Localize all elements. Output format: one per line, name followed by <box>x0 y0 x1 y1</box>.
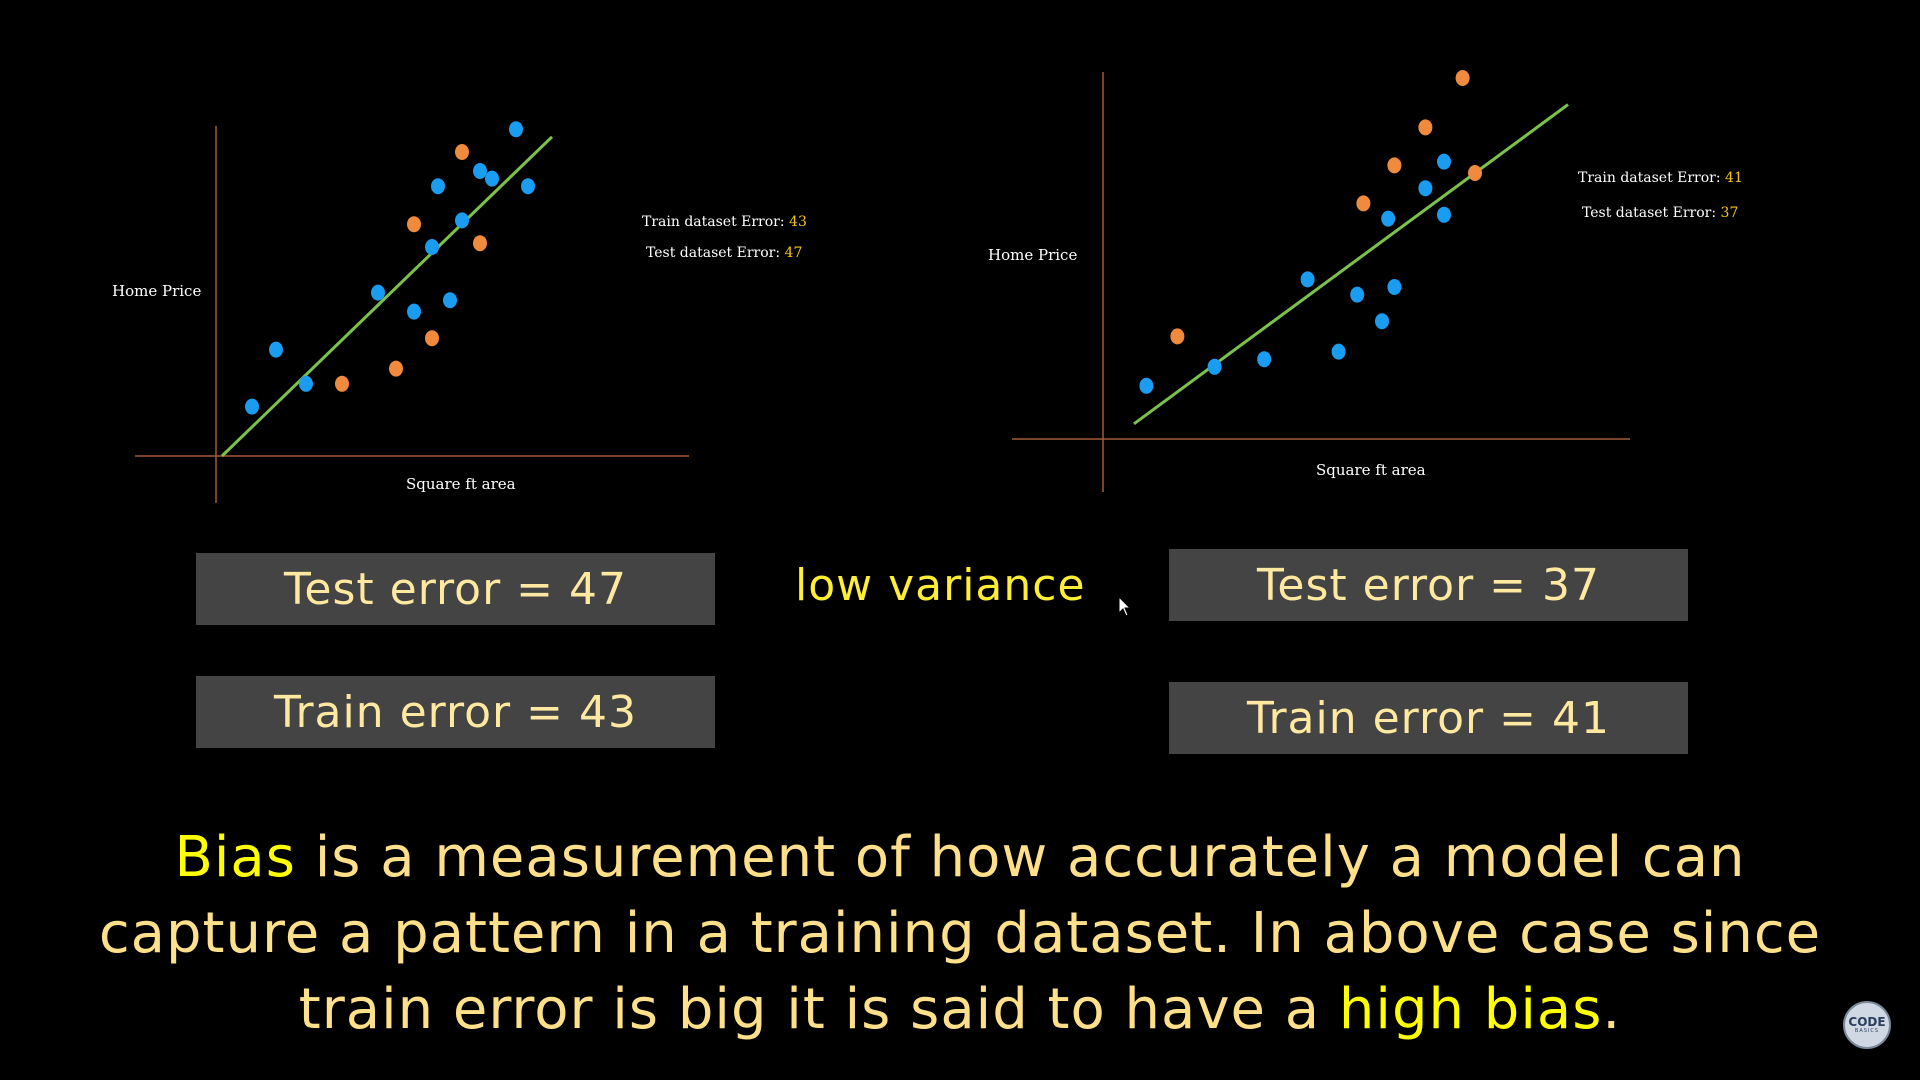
right-point-s0-7 <box>1381 210 1396 227</box>
right-train-error-box-text: Train error = 41 <box>1247 692 1610 744</box>
right-test-error-label: Test dataset Error: <box>1582 205 1717 221</box>
right-point-s1-1 <box>1356 195 1371 212</box>
right-point-s1-4 <box>1455 70 1470 86</box>
left-point-s0-0 <box>245 398 259 415</box>
right-point-s1-5 <box>1468 165 1482 181</box>
left-point-s0-3 <box>371 284 385 301</box>
right-fit-line <box>1133 103 1569 426</box>
right-point-s1-0 <box>1170 328 1185 345</box>
right-point-s0-6 <box>1375 313 1389 330</box>
right-test-error-box-text: Test error = 37 <box>1257 559 1600 611</box>
right-point-s1-3 <box>1418 119 1433 136</box>
caption-line-3: train error is big it is said to have a … <box>60 972 1860 1048</box>
logo-text-top: CODE <box>1848 1015 1886 1029</box>
left-test-error-text: Test dataset Error: 47 <box>646 245 802 261</box>
left-point-s0-8 <box>455 212 469 229</box>
codebasics-logo[interactable]: CODE BASICS <box>1843 1001 1891 1049</box>
left-train-error-box-text: Train error = 43 <box>274 686 637 738</box>
right-point-s0-11 <box>1437 206 1451 223</box>
right-train-error-box: Train error = 41 <box>1169 682 1688 754</box>
caption-line-1-rest: is a measurement of how accurately a mod… <box>295 825 1746 890</box>
caption-highlight-bias: Bias <box>174 825 296 890</box>
left-fit-line <box>220 135 554 458</box>
left-point-s0-6 <box>431 178 445 195</box>
caption-line-1: Bias is a measurement of how accurately … <box>60 820 1860 896</box>
low-variance-label: low variance <box>795 560 1086 611</box>
left-point-s0-2 <box>299 375 313 392</box>
left-point-s1-5 <box>473 235 487 252</box>
caption-highlight-high-bias: high bias <box>1338 977 1603 1042</box>
left-point-s0-11 <box>509 121 523 138</box>
caption-line-2: capture a pattern in a training dataset.… <box>98 901 1822 966</box>
left-point-s1-3 <box>425 330 439 347</box>
left-train-error-label: Train dataset Error: <box>642 214 785 230</box>
right-point-s0-8 <box>1387 279 1402 295</box>
right-xlabel: Square ft area <box>1316 461 1426 479</box>
right-test-error-text: Test dataset Error: 37 <box>1582 205 1738 221</box>
left-scatter-chart <box>135 121 689 503</box>
left-point-s1-2 <box>407 216 421 233</box>
left-train-error-box: Train error = 43 <box>196 676 715 748</box>
right-train-error-text: Train dataset Error: 41 <box>1578 170 1743 186</box>
left-ylabel: Home Price <box>112 282 202 300</box>
left-point-s0-1 <box>269 341 283 358</box>
right-test-error-box: Test error = 37 <box>1169 549 1688 621</box>
left-point-s0-9 <box>473 163 487 179</box>
left-point-s1-0 <box>335 375 349 392</box>
left-point-s1-4 <box>455 144 469 160</box>
right-point-s0-4 <box>1331 343 1346 360</box>
right-point-s0-1 <box>1207 358 1222 375</box>
right-point-s0-5 <box>1350 286 1365 303</box>
right-point-s0-10 <box>1437 153 1451 170</box>
left-point-s1-1 <box>389 360 403 377</box>
right-point-s0-2 <box>1257 351 1272 368</box>
left-point-s0-5 <box>425 239 439 255</box>
left-point-s0-12 <box>521 178 535 195</box>
left-point-s0-4 <box>407 303 421 320</box>
left-point-s0-10 <box>485 170 499 187</box>
right-train-error-label: Train dataset Error: <box>1578 170 1721 186</box>
right-point-s0-3 <box>1300 271 1315 288</box>
right-scatter-chart <box>1012 70 1630 492</box>
left-train-error-text: Train dataset Error: 43 <box>642 214 807 230</box>
logo-text-bottom: BASICS <box>1854 1028 1880 1034</box>
left-point-s0-7 <box>443 292 457 309</box>
left-test-error-label: Test dataset Error: <box>646 245 781 261</box>
right-point-s0-0 <box>1139 377 1154 394</box>
left-test-error-value: 47 <box>784 245 803 261</box>
caption-line-3-start: train error is big it is said to have a <box>298 977 1339 1042</box>
bias-caption: Bias is a measurement of how accurately … <box>60 820 1860 1048</box>
left-xlabel: Square ft area <box>406 475 516 493</box>
right-point-s0-9 <box>1418 180 1433 197</box>
caption-line-3-end: . <box>1602 977 1622 1042</box>
right-test-error-value: 37 <box>1720 205 1739 221</box>
mouse-cursor-icon <box>1118 596 1132 617</box>
right-train-error-value: 41 <box>1725 170 1743 186</box>
left-test-error-box: Test error = 47 <box>196 553 715 625</box>
right-point-s1-2 <box>1387 157 1402 174</box>
left-test-error-box-text: Test error = 47 <box>284 563 627 615</box>
left-train-error-value: 43 <box>789 214 807 230</box>
right-ylabel: Home Price <box>988 246 1078 264</box>
